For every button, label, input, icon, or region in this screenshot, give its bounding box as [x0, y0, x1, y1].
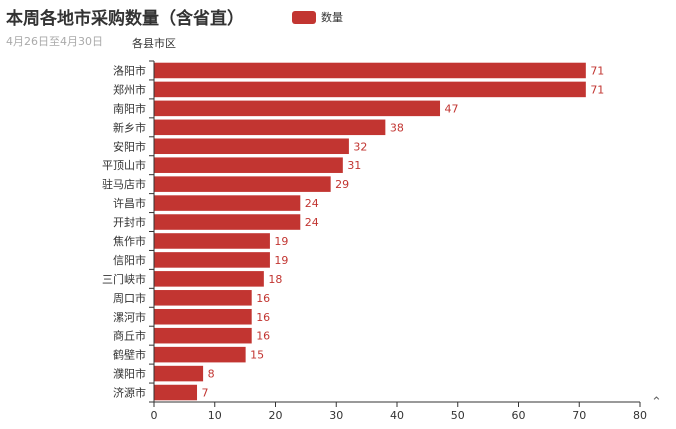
chart-subtitle: 4月26日至4月30日 [6, 35, 103, 48]
data-label: 16 [256, 292, 270, 305]
y-tick-label: 濮阳市 [113, 367, 146, 381]
y-tick-label: 焦作市 [113, 234, 146, 248]
y-tick-label: 漯河市 [113, 310, 146, 324]
data-label: 71 [590, 83, 604, 96]
y-tick-label: 洛阳市 [113, 63, 146, 77]
bar [154, 195, 301, 211]
data-label: 16 [256, 311, 270, 324]
y-tick-label: 南阳市 [113, 101, 146, 115]
y-tick-label: 信阳市 [113, 253, 146, 267]
bar [154, 119, 386, 136]
data-label: 32 [353, 140, 367, 153]
x-tick-label: 20 [269, 409, 283, 422]
x-tick-label: 10 [208, 409, 222, 422]
bar [154, 214, 301, 230]
x-tick-label: 40 [390, 409, 404, 422]
x-tick-label: 50 [451, 409, 465, 422]
y-tick-label: 开封市 [113, 215, 146, 229]
bar [154, 365, 204, 382]
y-tick-label: 平顶山市 [102, 158, 146, 172]
data-label: 47 [445, 102, 459, 115]
y-tick-label: 驻马店市 [102, 177, 146, 191]
bar [154, 100, 441, 117]
data-label: 29 [335, 178, 349, 191]
bar [154, 308, 252, 325]
bar [154, 138, 349, 155]
data-label: 7 [202, 387, 209, 400]
data-label: 15 [250, 349, 264, 362]
data-label: 38 [390, 121, 404, 134]
bar [154, 290, 252, 306]
bar [154, 81, 586, 98]
x-tick-label: 70 [572, 409, 586, 422]
data-label: 71 [590, 64, 604, 77]
chevron-up-icon[interactable]: ⌃ [651, 395, 662, 410]
data-label: 8 [208, 368, 215, 381]
bar [154, 233, 270, 249]
y-tick-label: 三门峡市 [102, 272, 146, 286]
y-tick-label: 许昌市 [113, 196, 146, 210]
data-label: 19 [274, 254, 288, 267]
x-tick-label: 30 [329, 409, 343, 422]
y-tick-label: 商丘市 [113, 329, 146, 343]
x-tick-label: 80 [633, 409, 647, 422]
data-label: 16 [256, 330, 270, 343]
bar [154, 176, 331, 192]
bar [154, 157, 343, 173]
data-label: 18 [268, 273, 282, 286]
y-tick-label: 周口市 [113, 291, 146, 305]
bar [154, 271, 264, 287]
bar [154, 252, 270, 268]
bar [154, 346, 246, 363]
data-label: 19 [274, 235, 288, 248]
data-label: 24 [305, 197, 319, 210]
bar [154, 62, 586, 79]
legend[interactable]: 数量 [292, 9, 343, 25]
data-label: 31 [347, 159, 361, 172]
bar [154, 384, 198, 401]
legend-swatch [292, 10, 316, 24]
data-label: 24 [305, 216, 319, 229]
y-tick-label: 鹤壁市 [113, 348, 146, 362]
y-tick-label: 济源市 [113, 386, 146, 400]
y-tick-label: 新乡市 [113, 120, 146, 134]
y-tick-label: 安阳市 [113, 139, 146, 153]
y-axis-title: 各县市区 [132, 37, 176, 50]
x-tick-label: 0 [151, 409, 158, 422]
bar [154, 327, 252, 344]
chart-title: 本周各地市采购数量（含省直） [6, 9, 244, 29]
legend-label: 数量 [321, 11, 343, 24]
x-tick-label: 60 [512, 409, 526, 422]
y-tick-label: 郑州市 [113, 82, 146, 96]
